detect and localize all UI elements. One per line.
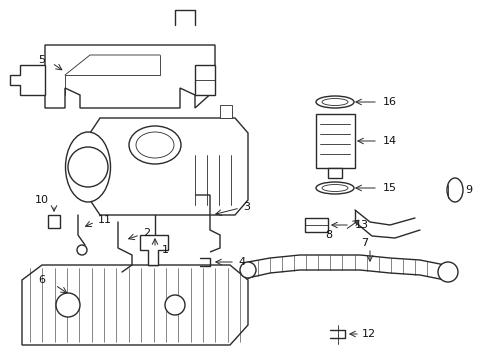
Polygon shape [90,118,247,215]
Polygon shape [22,265,247,345]
Ellipse shape [129,126,181,164]
Text: 3: 3 [243,202,249,212]
Circle shape [164,295,184,315]
Text: 8: 8 [325,230,331,240]
Text: 6: 6 [38,275,45,285]
Text: 4: 4 [238,257,244,267]
Polygon shape [48,215,60,228]
Ellipse shape [446,178,462,202]
Text: 12: 12 [361,329,375,339]
Circle shape [56,293,80,317]
Ellipse shape [315,182,353,194]
Polygon shape [327,168,341,178]
Text: 11: 11 [98,215,112,225]
Polygon shape [315,114,354,168]
Text: 13: 13 [354,220,368,230]
Text: 9: 9 [464,185,471,195]
Polygon shape [45,45,215,108]
Polygon shape [195,65,215,95]
Text: 14: 14 [382,136,396,146]
Ellipse shape [315,96,353,108]
Circle shape [68,147,108,187]
Text: 16: 16 [382,97,396,107]
Text: 1: 1 [162,245,169,255]
Text: 5: 5 [38,55,45,65]
Ellipse shape [240,262,256,278]
Polygon shape [10,65,45,95]
Polygon shape [305,218,327,232]
Ellipse shape [437,262,457,282]
Text: 2: 2 [142,228,150,238]
Text: 10: 10 [35,195,49,205]
Text: 15: 15 [382,183,396,193]
Circle shape [77,245,87,255]
Text: 7: 7 [361,238,368,248]
Polygon shape [140,235,168,265]
Polygon shape [220,105,231,118]
Ellipse shape [65,132,110,202]
